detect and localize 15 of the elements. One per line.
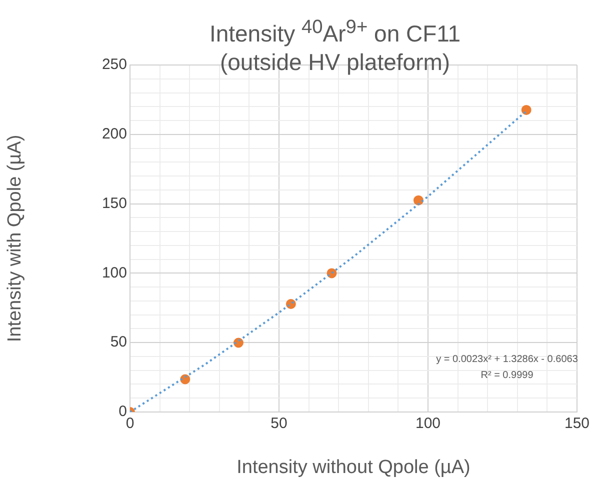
chart-title: Intensity $^{40}$Ar$^{9+}$ on CF11 (outside HV plateform): [208, 16, 462, 76]
point: [521, 104, 532, 115]
x-tick-label: 50: [270, 415, 288, 432]
y-tick-label: 150: [102, 194, 127, 212]
y-tick-label: 0: [118, 403, 127, 420]
y-tick-label: 100: [102, 264, 127, 282]
y-tick-label: 250: [102, 56, 127, 74]
x-tick-label: 100: [415, 415, 441, 432]
y-axis-title: Intensity with Qpole (µA): [4, 134, 26, 342]
y-tick-label: 200: [102, 126, 127, 143]
annotation: y = 0.0023x² + 1.3286x - 0.6063: [436, 354, 578, 365]
x-axis-title: Intensity without Qpole (µA): [236, 456, 470, 478]
y-tick-label: 50: [110, 334, 127, 351]
annotation: R² = 0.9999: [480, 370, 534, 381]
x-tick-label: 150: [564, 415, 590, 432]
